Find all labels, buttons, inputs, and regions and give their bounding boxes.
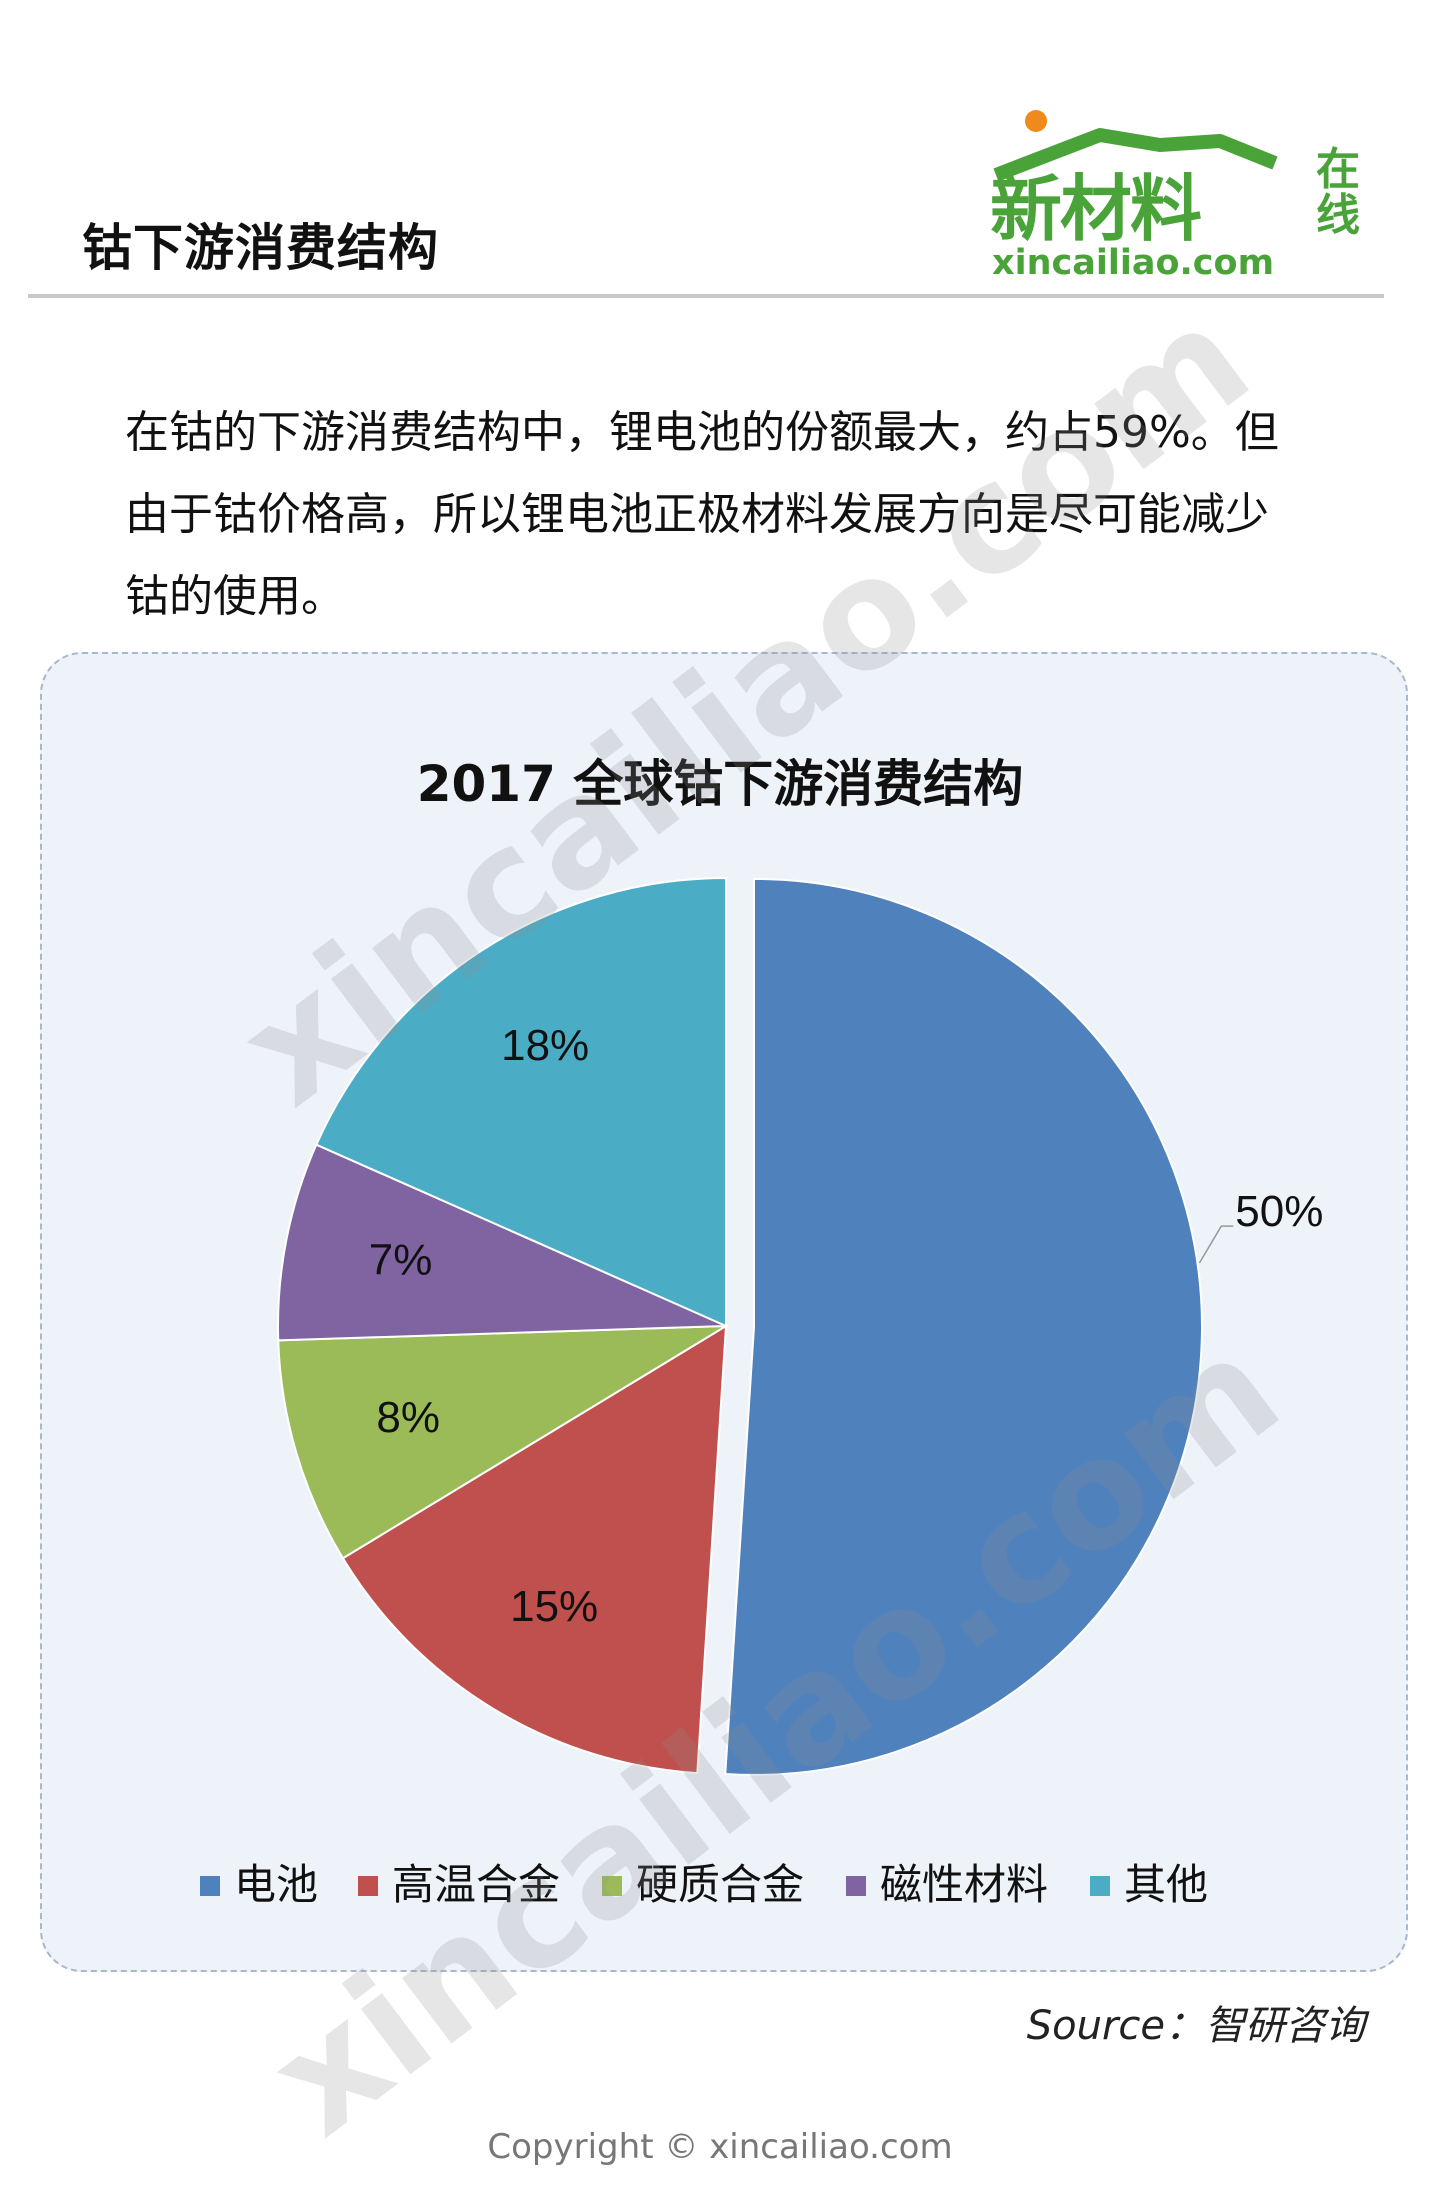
logo-url: xincailiao.com	[992, 243, 1275, 283]
legend-label: 硬质合金	[636, 1860, 805, 1909]
intro-line: 由于钴价格高，所以锂电池正极材料发展方向是尽可能减少	[125, 489, 1269, 540]
pie-slice-2	[341, 1324, 728, 1775]
house-roof-icon	[993, 110, 1278, 182]
header-divider	[28, 294, 1384, 298]
data-label: 15%	[510, 1582, 598, 1631]
copyright-notice: Copyright © xincailiao.com	[487, 2127, 953, 2167]
legend-label: 电池	[234, 1860, 319, 1909]
chart-legend: 电池 高温合金 硬质合金 磁性材料 其他	[200, 1858, 1300, 1918]
intro-line: 在钴的下游消费结构中，锂电池的份额最大，约占59%。但	[125, 407, 1279, 458]
logo-side-text: 在线	[1316, 144, 1360, 241]
pie-slice-5	[315, 876, 727, 1328]
logo-wordmark: 新材料	[990, 167, 1202, 251]
legend-swatch	[846, 1876, 866, 1896]
legend-swatch	[358, 1876, 378, 1896]
pie-slice-3	[277, 1324, 730, 1560]
legend-label: 磁性材料	[880, 1860, 1049, 1909]
intro-paragraph: 在钴的下游消费结构中，锂电池的份额最大，约占59%。但 由于钴价格高，所以锂电池…	[125, 392, 1325, 638]
brand-logo: 新材料 在线 xincailiao.com	[990, 105, 1380, 285]
data-label: 50%	[1235, 1187, 1323, 1236]
legend-label: 其他	[1124, 1860, 1209, 1909]
pie-slice-1	[724, 877, 1203, 1776]
legend-swatch	[1090, 1876, 1110, 1896]
page-title: 钴下游消费结构	[82, 219, 439, 277]
source-note: Source：智研咨询	[1026, 2003, 1365, 2049]
legend-swatch	[602, 1876, 622, 1896]
data-label: 7%	[369, 1235, 433, 1284]
chart-title: 2017 全球钴下游消费结构	[416, 755, 1024, 813]
data-label: 18%	[501, 1021, 589, 1070]
label-leader-line	[1198, 1225, 1234, 1264]
legend-swatch	[200, 1876, 220, 1896]
intro-line: 钴的使用。	[125, 571, 345, 622]
pie-slice-4	[277, 1143, 727, 1342]
legend-label: 高温合金	[392, 1860, 561, 1909]
data-label: 8%	[376, 1393, 440, 1442]
